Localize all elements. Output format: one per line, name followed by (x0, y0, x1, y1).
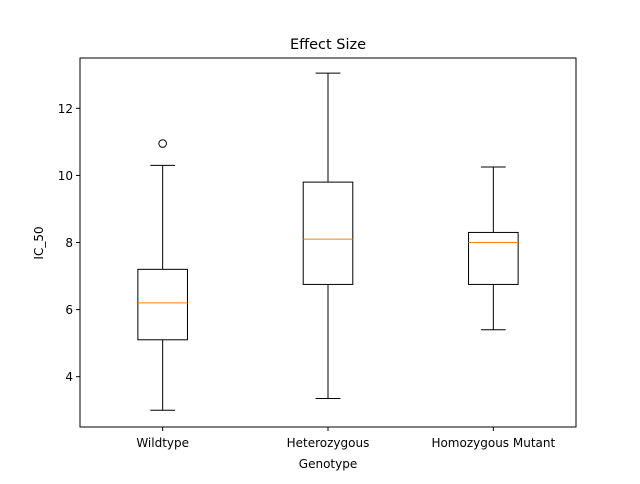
x-axis-label: Genotype (299, 457, 357, 471)
y-axis-label: IC_50 (32, 226, 46, 259)
iqr-box (468, 231, 519, 285)
y-tick-label: 8 (65, 236, 73, 250)
iqr-box (137, 268, 188, 341)
plot-area: 4 6 8 10 12 Wildtype Heterozygous Homozygous Mu… (58, 57, 577, 450)
x-tick-label: Wildtype (136, 436, 189, 450)
box-group (302, 72, 354, 399)
x-tick-label: Heterozygous (287, 436, 370, 450)
x-tick-label: Homozygous Mutant (431, 436, 555, 450)
box-group (468, 166, 519, 331)
iqr-box (302, 181, 354, 285)
y-tick-label: 4 (65, 370, 73, 384)
chart-title: Effect Size (290, 37, 366, 53)
y-tick-label: 12 (58, 102, 73, 116)
y-tick-label: 10 (58, 169, 73, 183)
outlier-point (158, 139, 167, 148)
box-group (137, 139, 188, 411)
y-tick-label: 6 (65, 303, 73, 317)
